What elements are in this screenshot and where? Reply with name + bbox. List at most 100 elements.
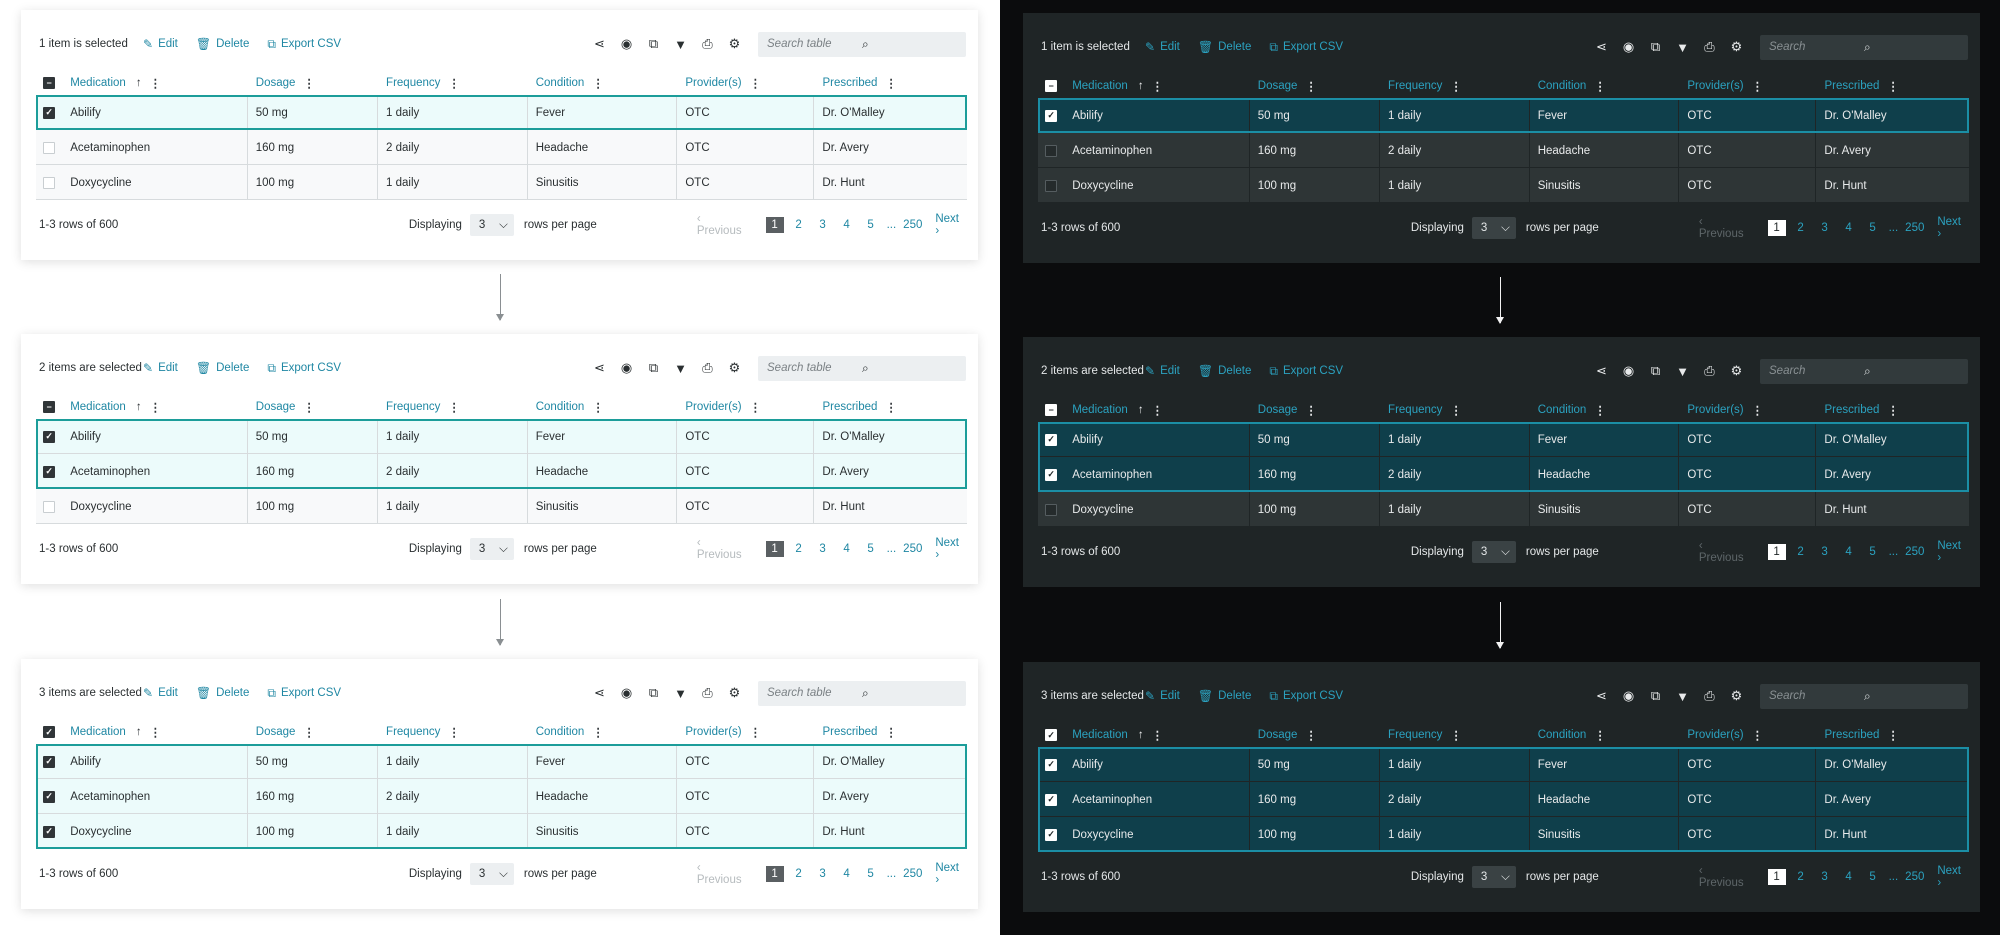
- row-checkbox[interactable]: ✓: [1045, 793, 1058, 806]
- page-button[interactable]: 2: [1797, 546, 1804, 558]
- gear-icon[interactable]: ⚙: [728, 685, 741, 700]
- page-button[interactable]: 4: [1845, 871, 1852, 883]
- column-header[interactable]: Prescribed ⋮: [814, 725, 967, 739]
- page-button[interactable]: 5: [867, 543, 874, 555]
- kebab-menu-icon[interactable]: ⋮: [1887, 405, 1899, 417]
- page-button[interactable]: 3: [1821, 871, 1828, 883]
- sort-arrow-up-icon[interactable]: ↑: [1137, 729, 1144, 741]
- page-button[interactable]: 4: [843, 219, 850, 231]
- kebab-menu-icon[interactable]: ⋮: [749, 402, 762, 414]
- print-icon[interactable]: ⎙: [702, 685, 713, 700]
- share-icon[interactable]: ⋖: [1596, 688, 1607, 703]
- row-checkbox[interactable]: [1045, 179, 1058, 192]
- row-checkbox[interactable]: [1045, 503, 1058, 516]
- row-checkbox[interactable]: ✓: [1045, 468, 1058, 481]
- export-csv-button[interactable]: ⧉ Export CSV: [267, 361, 341, 376]
- table-row[interactable]: Doxycycline 100 mg 1 daily Sinusitis OTC Dr. …: [1038, 168, 1969, 203]
- page-button[interactable]: 250: [1905, 546, 1925, 558]
- previous-page-button[interactable]: ‹ Previous: [697, 537, 749, 561]
- table-row[interactable]: ✓ Acetaminophen 160 mg 2 daily Headache OTC Dr…: [1038, 457, 1969, 492]
- share-icon[interactable]: ⋖: [594, 36, 605, 51]
- row-checkbox[interactable]: ✓: [43, 465, 56, 478]
- rows-per-page-select[interactable]: 3 ⌵: [469, 863, 514, 885]
- column-header[interactable]: Condition ⋮: [1530, 403, 1680, 417]
- page-button[interactable]: 2: [795, 543, 802, 555]
- page-button[interactable]: 1: [1767, 220, 1786, 236]
- page-button[interactable]: 4: [1845, 222, 1852, 234]
- kebab-menu-icon[interactable]: ⋮: [448, 727, 460, 739]
- column-header[interactable]: Prescribed ⋮: [1816, 79, 1969, 93]
- page-button[interactable]: 1: [765, 217, 784, 233]
- print-icon[interactable]: ⎙: [702, 360, 713, 375]
- column-header[interactable]: Medication ↑ ⋮: [62, 400, 248, 414]
- column-header[interactable]: Dosage ⋮: [1250, 403, 1380, 417]
- delete-button[interactable]: 🗑 Delete: [196, 686, 249, 700]
- row-checkbox[interactable]: ✓: [43, 790, 56, 803]
- column-header[interactable]: Dosage ⋮: [248, 76, 378, 90]
- select-all-checkbox[interactable]: −: [1045, 404, 1058, 416]
- kebab-menu-icon[interactable]: ⋮: [885, 727, 897, 739]
- kebab-menu-icon[interactable]: ⋮: [149, 78, 162, 90]
- search-input[interactable]: Search ⌕: [1760, 358, 1968, 384]
- delete-button[interactable]: 🗑 Delete: [1198, 689, 1251, 703]
- column-header[interactable]: Medication ↑ ⋮: [62, 76, 248, 90]
- kebab-menu-icon[interactable]: ⋮: [303, 727, 315, 739]
- search-input[interactable]: Search ⌕: [1760, 683, 1968, 709]
- row-checkbox[interactable]: ✓: [43, 825, 56, 838]
- page-button[interactable]: 1: [1767, 544, 1786, 560]
- rows-per-page-select[interactable]: 3 ⌵: [1471, 541, 1516, 563]
- sort-arrow-up-icon[interactable]: ↑: [135, 726, 142, 738]
- sort-arrow-up-icon[interactable]: ↑: [1137, 80, 1144, 92]
- page-button[interactable]: 3: [819, 543, 826, 555]
- table-row[interactable]: ✓ Abilify 50 mg 1 daily Fever OTC Dr. O'Malley: [36, 419, 967, 454]
- table-row[interactable]: ✓ Abilify 50 mg 1 daily Fever OTC Dr. O'Malley: [1038, 98, 1969, 133]
- kebab-menu-icon[interactable]: ⋮: [1594, 405, 1606, 417]
- column-header[interactable]: Provider(s) ⋮: [677, 400, 814, 414]
- table-row[interactable]: ✓ Acetaminophen 160 mg 2 daily Headache OTC Dr…: [36, 454, 967, 489]
- eye-icon[interactable]: ◉: [1622, 363, 1635, 378]
- column-header[interactable]: Provider(s) ⋮: [1679, 403, 1816, 417]
- page-button[interactable]: 1: [765, 866, 784, 882]
- table-row[interactable]: Doxycycline 100 mg 1 daily Sinusitis OTC Dr. …: [1038, 492, 1969, 527]
- page-button[interactable]: 250: [1905, 871, 1925, 883]
- page-button[interactable]: 1: [1767, 869, 1786, 885]
- row-checkbox[interactable]: ✓: [1045, 433, 1058, 446]
- gear-icon[interactable]: ⚙: [1730, 39, 1743, 54]
- search-input[interactable]: Search ⌕: [1760, 34, 1968, 60]
- column-header[interactable]: Prescribed ⋮: [1816, 403, 1969, 417]
- search-input[interactable]: Search table ⌕: [758, 680, 966, 706]
- column-header[interactable]: Provider(s) ⋮: [677, 76, 814, 90]
- next-page-button[interactable]: Next ›: [935, 862, 966, 886]
- column-header[interactable]: Frequency ⋮: [1380, 79, 1530, 93]
- page-button[interactable]: 3: [1821, 222, 1828, 234]
- previous-page-button[interactable]: ‹ Previous: [1699, 540, 1751, 564]
- table-row[interactable]: ✓ Abilify 50 mg 1 daily Fever OTC Dr. O'Malley: [1038, 422, 1969, 457]
- column-header[interactable]: Prescribed ⋮: [814, 76, 967, 90]
- edit-button[interactable]: ✎ Edit: [143, 686, 178, 700]
- sort-arrow-up-icon[interactable]: ↑: [135, 401, 142, 413]
- column-header[interactable]: Dosage ⋮: [1250, 728, 1380, 742]
- rows-per-page-select[interactable]: 3 ⌵: [469, 214, 514, 236]
- kebab-menu-icon[interactable]: ⋮: [1305, 730, 1317, 742]
- print-icon[interactable]: ⎙: [1704, 688, 1715, 703]
- search-icon[interactable]: ⌕: [1864, 39, 1871, 54]
- column-header[interactable]: Frequency ⋮: [378, 76, 528, 90]
- kebab-menu-icon[interactable]: ⋮: [149, 402, 162, 414]
- share-icon[interactable]: ⋖: [594, 360, 605, 375]
- sort-arrow-up-icon[interactable]: ↑: [135, 77, 142, 89]
- column-header[interactable]: Dosage ⋮: [1250, 79, 1380, 93]
- kebab-menu-icon[interactable]: ⋮: [1751, 730, 1764, 742]
- export-csv-button[interactable]: ⧉ Export CSV: [267, 686, 341, 701]
- kebab-menu-icon[interactable]: ⋮: [303, 78, 315, 90]
- table-row[interactable]: ✓ Doxycycline 100 mg 1 daily Sinusitis OTC Dr.…: [1038, 817, 1969, 852]
- select-all-checkbox[interactable]: −: [1045, 80, 1058, 92]
- row-checkbox[interactable]: ✓: [1045, 758, 1058, 771]
- rows-per-page-select[interactable]: 3 ⌵: [1471, 217, 1516, 239]
- print-icon[interactable]: ⎙: [1704, 363, 1715, 378]
- next-page-button[interactable]: Next ›: [1937, 540, 1968, 564]
- kebab-menu-icon[interactable]: ⋮: [592, 78, 604, 90]
- kebab-menu-icon[interactable]: ⋮: [1151, 405, 1164, 417]
- row-checkbox[interactable]: ✓: [43, 106, 56, 119]
- eye-icon[interactable]: ◉: [620, 36, 633, 51]
- column-header[interactable]: Dosage ⋮: [248, 725, 378, 739]
